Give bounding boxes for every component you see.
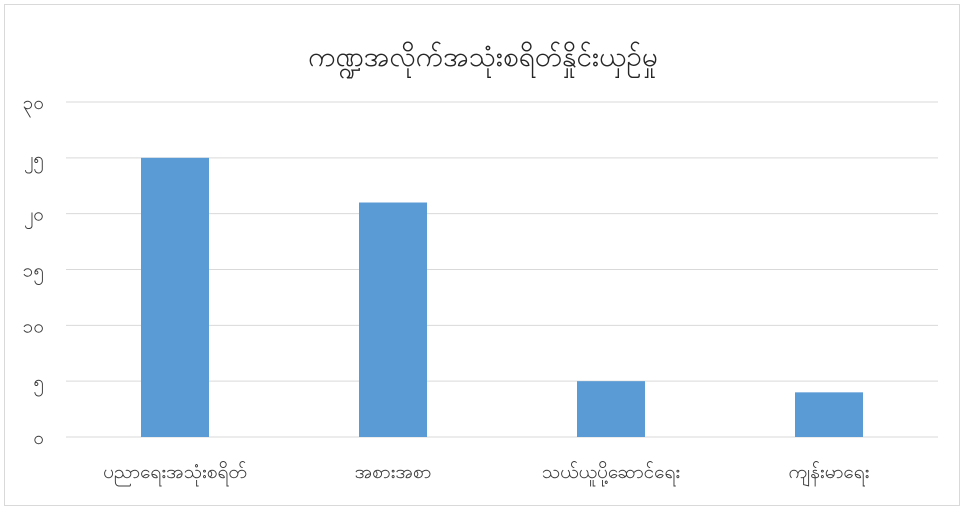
y-tick-label: ၁၅: [23, 260, 44, 286]
y-tick-label: ၀: [33, 427, 44, 449]
y-tick-label: ၃၀: [23, 92, 44, 118]
bars: [141, 157, 863, 438]
bar: [359, 202, 427, 437]
y-tick-label: ၁၀: [23, 315, 44, 337]
y-tick-label: ၂၀: [24, 204, 44, 230]
category-label: သယ်ယူပို့ဆောင်ရေး: [542, 460, 680, 487]
bar: [141, 157, 209, 438]
bar: [577, 381, 645, 437]
category-label: ကျန်းမာရေး: [789, 460, 870, 487]
x-axis-categories: ပညာရေးအသုံးစရိတ် အစားအစာ သယ်ယူပို့ဆောင်ရေး…: [103, 460, 869, 487]
chart-title: ကဏ္ဍအလိုက်အသုံးစရိတ်နှိုင်းယှဉ်မှု: [308, 39, 658, 79]
y-tick-label: ၅: [33, 371, 44, 397]
gridlines: [66, 101, 938, 438]
category-label: ပညာရေးအသုံးစရိတ်: [103, 460, 247, 487]
y-tick-label: ၂၅: [24, 148, 44, 174]
bar: [795, 392, 863, 437]
category-label: အစားအစာ: [355, 461, 432, 483]
y-axis-ticks: ၀ ၅ ၁၀ ၁၅ ၂၀ ၂၅ ၃၀: [23, 92, 44, 449]
